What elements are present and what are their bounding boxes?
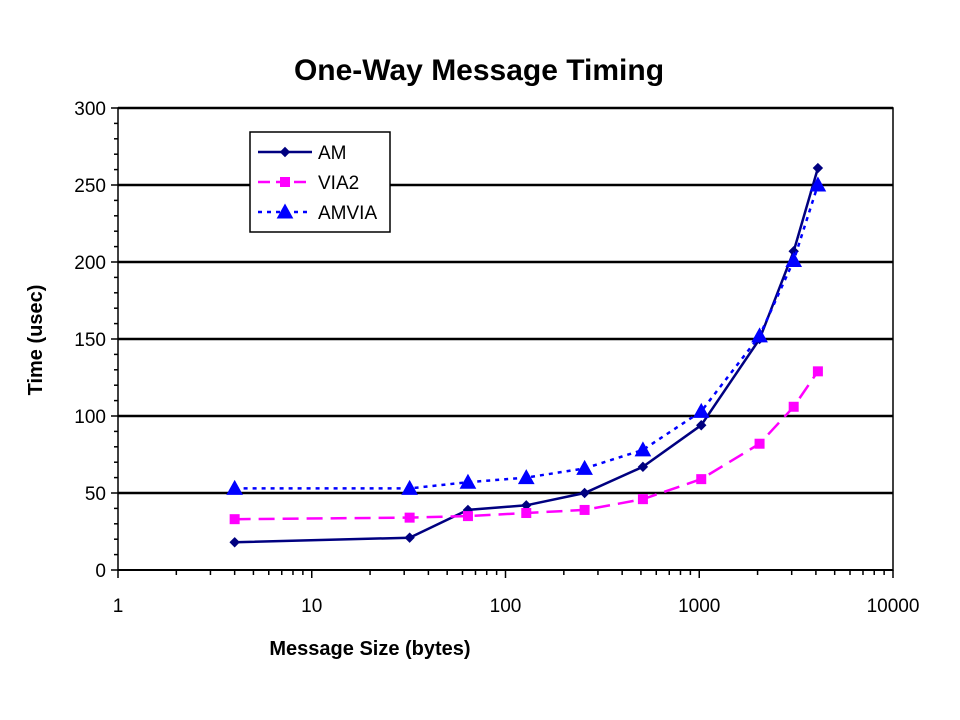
data-point (637, 461, 649, 473)
data-point (404, 512, 415, 523)
data-point (696, 420, 707, 431)
series-line (234, 184, 820, 490)
gridlines (118, 106, 893, 495)
data-point (634, 441, 652, 457)
tick-labels: 0 50 100 150 200 250 300 1 10 100 1000 10000 (74, 99, 919, 617)
x-tick-label: 1 (113, 596, 124, 617)
data-point (754, 438, 765, 449)
x-tick-label: 100 (490, 596, 522, 617)
data-point (462, 511, 473, 522)
y-tick-label: 100 (74, 407, 106, 428)
data-point (229, 514, 240, 525)
y-tick-label: 150 (74, 330, 106, 351)
legend-marker-amvia (276, 203, 294, 219)
data-point (517, 469, 535, 485)
data-point (579, 504, 590, 515)
series-line (234, 167, 820, 544)
data-point (785, 251, 803, 267)
data-point (809, 176, 827, 192)
data-point (788, 401, 799, 412)
data-point (812, 162, 824, 174)
x-tick-label: 1000 (678, 596, 720, 617)
legend-label-via2: VIA2 (318, 173, 359, 194)
series-group (226, 162, 827, 548)
data-point (637, 494, 648, 505)
data-point (812, 366, 823, 377)
y-tick-label: 200 (74, 253, 106, 274)
data-point (459, 473, 477, 489)
y-tick-label: 50 (85, 484, 106, 505)
legend-label-am: AM (318, 143, 347, 164)
x-tick-label: 10 (301, 596, 322, 617)
data-point (521, 508, 532, 519)
legend-box (249, 131, 391, 233)
data-point (576, 459, 593, 475)
data-point (579, 487, 590, 499)
x-axis-label: Message Size (bytes) (269, 638, 470, 660)
series-line (234, 370, 819, 521)
series-amvia (226, 176, 827, 495)
y-axis-label: Time (usec) (25, 285, 47, 396)
legend-label-amvia: AMVIA (318, 203, 377, 224)
x-tick-label: 10000 (867, 596, 920, 617)
y-tick-label: 250 (74, 176, 106, 197)
data-point (229, 537, 240, 548)
legend-marker-am (279, 146, 291, 158)
legend-marker-via2 (280, 177, 290, 187)
legend: AM VIA2 AMVIA (249, 131, 391, 233)
axes (111, 107, 894, 578)
series-via2 (229, 366, 823, 525)
data-point (692, 402, 710, 418)
data-point (696, 474, 707, 485)
data-point (226, 479, 243, 495)
data-point (401, 479, 418, 495)
data-point (751, 327, 768, 343)
y-tick-label: 300 (74, 99, 106, 120)
y-tick-label: 0 (95, 561, 106, 582)
data-point (404, 532, 415, 543)
chart-title: One-Way Message Timing (294, 54, 664, 87)
